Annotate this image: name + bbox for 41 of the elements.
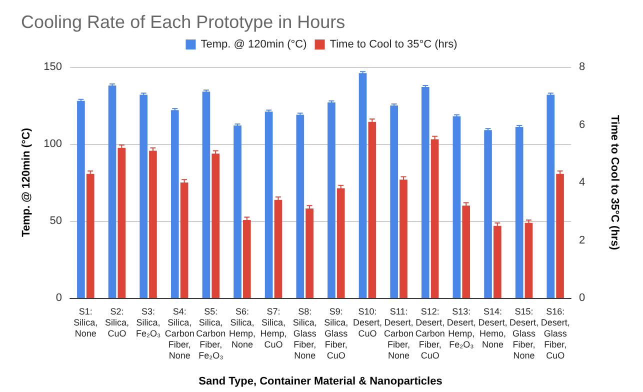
x-tick-label: S1: Silica, None: [74, 306, 98, 338]
y2-tick-label: 4: [579, 176, 586, 188]
x-tick-label: S12: Desert, Carbon Fiber, CuO: [415, 306, 445, 360]
x-tick-label: S3: Silica, Fe₂O₃: [136, 306, 161, 338]
bar: [494, 226, 502, 298]
x-tick-label: S15: Desert, Glass Fiber, None: [510, 306, 539, 360]
bar: [234, 126, 242, 298]
x-tick-label: S6: Silica, Hemp, None: [228, 306, 256, 350]
x-tick-label: S11: Desert, Carbon Fiber, None: [384, 306, 414, 360]
y2-tick-label: 6: [579, 118, 586, 131]
bar: [140, 94, 148, 298]
x-tick-label: S5: Silica, Carbon Fiber, Fe₂O₃: [196, 306, 226, 360]
x-tick-label: S10: Desert, CuO: [352, 306, 382, 338]
y2-tick-label: 2: [579, 234, 586, 246]
legend-label: Temp. @ 120min (°C): [200, 38, 307, 50]
bar: [390, 106, 398, 298]
x-tick-label: S13: Desert, Hemp, Fe₂O₃: [446, 306, 476, 350]
x-tick-label: S4: Silica, Carbon Fiber, None: [164, 306, 194, 360]
y-axis-title: Temp. @ 120min (°C): [20, 128, 32, 238]
x-tick-label: S9: Silica, Glass Fiber, CuO: [324, 306, 348, 360]
bar: [515, 127, 524, 298]
y-tick-label: 100: [44, 138, 62, 150]
x-tick-label: S7: Silica, Hemp, CuO: [260, 306, 287, 350]
bar: [149, 150, 157, 298]
x-tick-label: S8: Silica, Glass Fiber, None: [292, 306, 317, 360]
y-tick-label: 150: [44, 61, 62, 73]
x-axis-title: Sand Type, Container Material & Nanoparticles: [198, 376, 442, 388]
bar: [484, 130, 492, 298]
chart-title: Cooling Rate of Each Prototype in Hours: [21, 12, 346, 32]
bar: [243, 220, 251, 298]
bar: [296, 114, 304, 298]
x-tick-label: S16: Desert, Glass Fiber, CuO: [540, 306, 570, 360]
y-tick-label: 0: [56, 292, 62, 304]
y2-axis-title: Time to Cool to 35°C (hrs): [608, 115, 620, 250]
x-tick-label: S14: Desert, Hemo, None: [478, 306, 508, 350]
x-tick-label: S2: Silica, CuO: [104, 306, 129, 338]
y2-tick-label: 8: [579, 61, 586, 73]
y2-tick-label: 0: [579, 292, 586, 304]
legend-label: Time to Cool to 35°C (hrs): [330, 38, 458, 50]
bar: [400, 180, 408, 298]
y-tick-label: 50: [50, 215, 62, 227]
